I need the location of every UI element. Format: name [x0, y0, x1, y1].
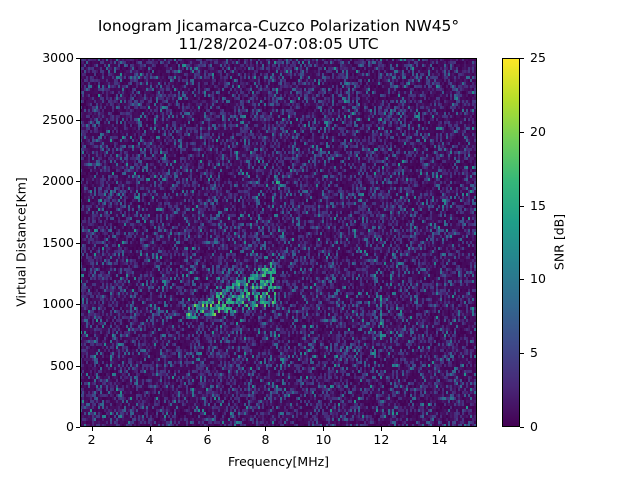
y-tick-label: 500 [50, 357, 74, 373]
x-tick [323, 427, 324, 431]
x-tick-label: 4 [145, 432, 154, 447]
colorbar-tick [520, 353, 524, 354]
x-tick [92, 427, 93, 431]
y-tick [76, 427, 80, 428]
y-tick-label: 0 [66, 419, 74, 434]
x-tick-label: 2 [87, 432, 96, 447]
colorbar-label: SNR [dB] [551, 213, 567, 271]
x-tick-label: 14 [431, 432, 448, 447]
colorbar [502, 58, 520, 427]
colorbar-tick-label: 10 [530, 271, 546, 287]
colorbar-tick [520, 206, 524, 207]
y-tick [76, 181, 80, 182]
y-tick [76, 366, 80, 367]
chart-subtitle: 11/28/2024-07:08:05 UTC [178, 35, 379, 53]
y-tick-label: 1000 [42, 296, 74, 311]
colorbar-tick-label: 0 [530, 419, 538, 434]
y-tick-label: 2500 [42, 111, 74, 127]
y-tick-label: 1500 [42, 234, 74, 250]
x-tick [150, 427, 151, 431]
y-tick-label: 3000 [42, 50, 74, 65]
y-tick [76, 120, 80, 121]
y-tick [76, 243, 80, 244]
colorbar-tick-label: 5 [530, 345, 538, 361]
y-tick [76, 304, 80, 305]
x-tick-label: 12 [373, 432, 390, 447]
ionogram-heatmap [80, 58, 477, 427]
colorbar-tick-label: 20 [530, 123, 546, 139]
x-axis-label: Frequency[MHz] [227, 454, 330, 469]
x-tick [265, 427, 266, 431]
colorbar-tick-label: 15 [530, 197, 546, 213]
x-tick [208, 427, 209, 431]
y-axis-label: Virtual Distance[Km] [13, 177, 29, 307]
y-tick [76, 58, 80, 59]
chart-title: Ionogram Jicamarca-Cuzco Polarization NW… [97, 17, 460, 35]
colorbar-tick [520, 279, 524, 280]
colorbar-tick [520, 132, 524, 133]
x-tick-label: 6 [203, 432, 212, 447]
y-tick-label: 2000 [42, 173, 74, 188]
x-tick-label: 10 [315, 432, 332, 447]
colorbar-tick-label: 25 [530, 50, 546, 65]
x-tick-label: 8 [261, 432, 270, 447]
x-tick [381, 427, 382, 431]
colorbar-tick [520, 427, 524, 428]
colorbar-tick [520, 58, 524, 59]
x-tick [439, 427, 440, 431]
